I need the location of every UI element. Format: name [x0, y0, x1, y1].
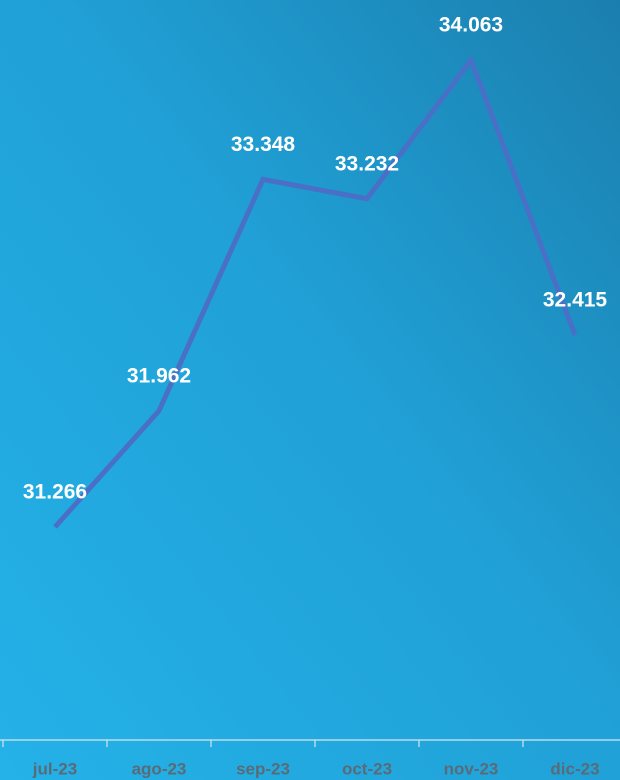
data-label: 33.348 [231, 133, 296, 156]
line [53, 54, 578, 529]
data-label: 34.063 [439, 14, 503, 37]
x-tick-label: sep-23 [236, 759, 290, 778]
data-label: 32.415 [543, 289, 608, 312]
data-label: 31.266 [23, 481, 87, 504]
data-label: 33.232 [335, 152, 399, 175]
x-tick-label: oct-23 [342, 759, 392, 778]
x-tick-label: nov-23 [444, 759, 499, 778]
x-tick-label: jul-23 [32, 759, 77, 778]
data-label: 31.962 [127, 364, 191, 387]
x-tick-label: dic-23 [550, 759, 599, 778]
x-tick-label: ago-23 [132, 759, 187, 778]
